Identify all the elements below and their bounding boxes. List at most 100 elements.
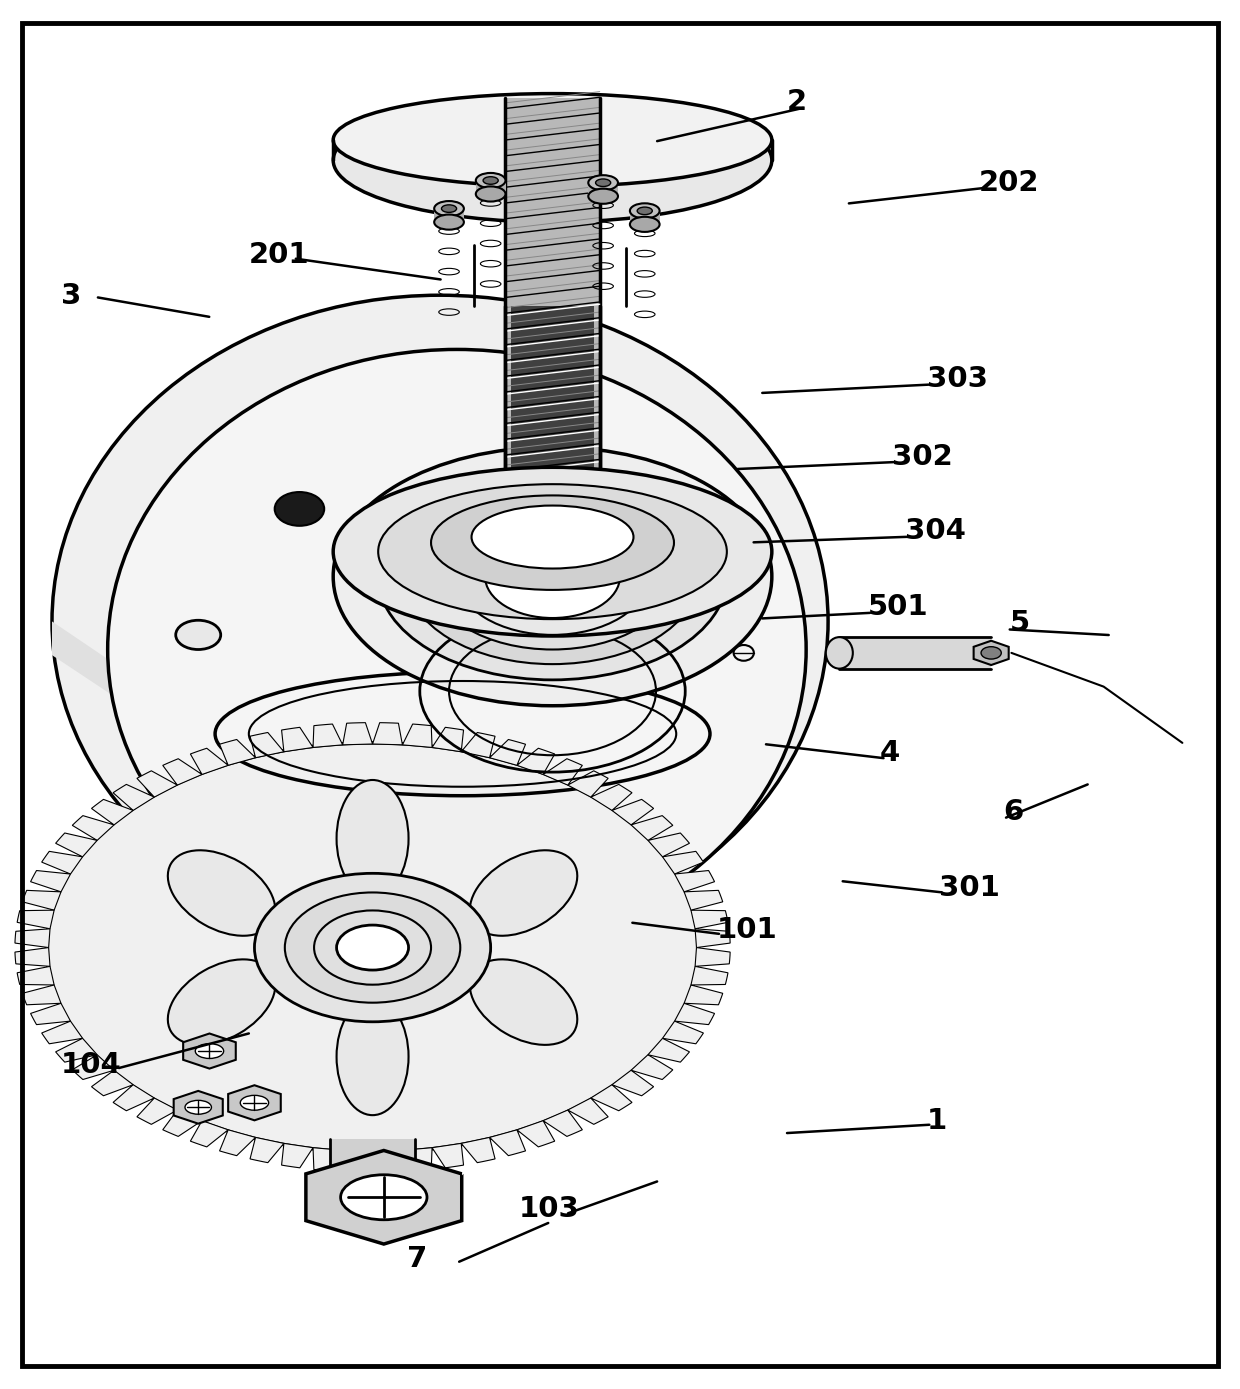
- Ellipse shape: [378, 472, 727, 679]
- Ellipse shape: [341, 1175, 427, 1220]
- Polygon shape: [543, 758, 583, 785]
- Ellipse shape: [167, 960, 275, 1045]
- Polygon shape: [92, 1071, 133, 1096]
- Ellipse shape: [434, 214, 464, 229]
- Text: 5: 5: [1009, 608, 1030, 636]
- Polygon shape: [696, 947, 730, 967]
- Polygon shape: [342, 722, 372, 745]
- Polygon shape: [72, 815, 114, 840]
- Polygon shape: [568, 771, 608, 797]
- Ellipse shape: [630, 217, 660, 232]
- Ellipse shape: [981, 647, 1001, 658]
- Polygon shape: [136, 771, 177, 797]
- Ellipse shape: [334, 447, 771, 706]
- Polygon shape: [228, 1085, 280, 1121]
- Polygon shape: [22, 985, 61, 1004]
- Text: 1: 1: [926, 1107, 947, 1135]
- Ellipse shape: [434, 201, 464, 217]
- Polygon shape: [250, 1138, 284, 1163]
- Ellipse shape: [176, 621, 221, 650]
- Polygon shape: [691, 910, 728, 929]
- Polygon shape: [191, 1121, 228, 1147]
- Polygon shape: [588, 183, 618, 196]
- Polygon shape: [490, 739, 526, 765]
- Polygon shape: [490, 1129, 526, 1156]
- Polygon shape: [691, 967, 728, 985]
- Ellipse shape: [195, 1043, 223, 1058]
- Polygon shape: [312, 724, 342, 747]
- Ellipse shape: [334, 99, 771, 222]
- Ellipse shape: [456, 518, 649, 635]
- Polygon shape: [31, 871, 71, 892]
- Polygon shape: [219, 739, 255, 765]
- Polygon shape: [590, 785, 632, 810]
- Ellipse shape: [476, 174, 506, 188]
- Text: 201: 201: [249, 240, 310, 268]
- Polygon shape: [543, 1110, 583, 1136]
- Polygon shape: [973, 640, 1008, 665]
- Text: 6: 6: [1003, 799, 1024, 826]
- Polygon shape: [684, 890, 723, 910]
- Ellipse shape: [334, 93, 771, 186]
- Ellipse shape: [595, 179, 610, 186]
- Polygon shape: [250, 732, 284, 758]
- Polygon shape: [15, 947, 50, 967]
- Polygon shape: [31, 1003, 71, 1025]
- Polygon shape: [219, 1129, 255, 1156]
- Ellipse shape: [378, 485, 727, 619]
- Polygon shape: [191, 749, 228, 775]
- Polygon shape: [42, 1021, 83, 1043]
- Polygon shape: [281, 1143, 312, 1168]
- Ellipse shape: [275, 492, 324, 526]
- Polygon shape: [52, 621, 517, 964]
- Polygon shape: [511, 307, 594, 599]
- Polygon shape: [675, 1003, 714, 1025]
- Polygon shape: [17, 910, 55, 929]
- Text: 202: 202: [978, 168, 1039, 197]
- Polygon shape: [15, 929, 50, 947]
- Polygon shape: [174, 1090, 223, 1124]
- Ellipse shape: [485, 535, 620, 618]
- Polygon shape: [306, 1150, 461, 1245]
- Polygon shape: [56, 833, 97, 857]
- Polygon shape: [613, 800, 653, 825]
- Polygon shape: [72, 1054, 114, 1079]
- Polygon shape: [434, 208, 464, 222]
- Ellipse shape: [167, 850, 275, 936]
- Polygon shape: [517, 1121, 554, 1147]
- Polygon shape: [113, 785, 154, 810]
- Polygon shape: [649, 1039, 689, 1063]
- Text: 304: 304: [904, 517, 966, 546]
- Ellipse shape: [185, 1100, 212, 1114]
- Text: 301: 301: [939, 874, 1001, 903]
- Ellipse shape: [314, 910, 432, 985]
- Ellipse shape: [470, 960, 578, 1045]
- Text: 303: 303: [926, 365, 988, 393]
- Ellipse shape: [336, 781, 408, 897]
- Ellipse shape: [241, 1096, 269, 1110]
- Ellipse shape: [334, 467, 771, 636]
- Text: 4: 4: [880, 739, 900, 767]
- Polygon shape: [630, 211, 660, 225]
- Polygon shape: [342, 1150, 372, 1172]
- Polygon shape: [568, 1099, 608, 1124]
- Polygon shape: [662, 1021, 703, 1043]
- Polygon shape: [17, 967, 55, 985]
- Ellipse shape: [637, 207, 652, 215]
- Polygon shape: [372, 722, 403, 745]
- Ellipse shape: [254, 874, 491, 1022]
- Polygon shape: [631, 1054, 673, 1079]
- Polygon shape: [432, 728, 464, 751]
- Polygon shape: [684, 985, 723, 1004]
- Polygon shape: [56, 1039, 97, 1063]
- Ellipse shape: [330, 1157, 415, 1211]
- Polygon shape: [281, 728, 312, 751]
- Ellipse shape: [336, 925, 408, 970]
- Polygon shape: [461, 732, 495, 758]
- Polygon shape: [372, 1150, 403, 1172]
- Polygon shape: [162, 1110, 202, 1136]
- Ellipse shape: [630, 203, 660, 218]
- Ellipse shape: [108, 350, 806, 950]
- Text: 501: 501: [868, 593, 928, 621]
- Polygon shape: [631, 815, 673, 840]
